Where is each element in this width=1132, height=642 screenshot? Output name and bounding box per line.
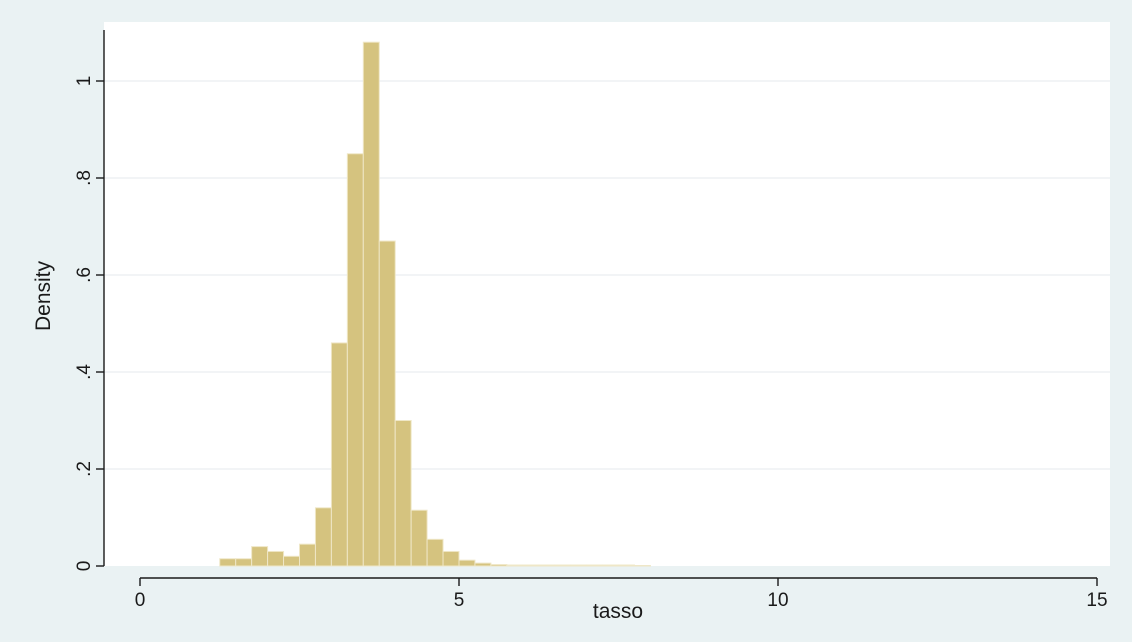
histogram-bar (410, 509, 428, 567)
x-tick-label: 15 (1086, 590, 1107, 611)
histogram-bar (522, 564, 540, 567)
histogram-bar (267, 550, 285, 567)
histogram-bar (490, 564, 508, 567)
histogram-bar (458, 559, 476, 567)
y-tick-label: .6 (74, 267, 95, 283)
histogram-bar (570, 564, 588, 567)
histogram-bar (394, 420, 412, 567)
y-tick-label: .2 (74, 461, 95, 477)
histogram-bar (346, 153, 364, 567)
histogram-bar (426, 538, 444, 567)
histogram-bar (362, 41, 380, 567)
histogram-bar (219, 558, 237, 567)
histogram-bar (330, 342, 348, 567)
axes (96, 30, 1098, 586)
histogram-bar (538, 564, 556, 567)
histogram-bar (283, 555, 300, 567)
y-tick-label: .8 (74, 170, 95, 186)
histogram-bar (586, 564, 604, 567)
histogram-bar (442, 550, 460, 567)
y-tick-label: 1 (74, 76, 95, 87)
plot-area (104, 22, 1110, 566)
histogram-bar (314, 507, 332, 567)
x-tick-label: 10 (767, 590, 788, 611)
y-tick-label: 0 (74, 561, 95, 572)
x-tick-label: 0 (135, 590, 146, 611)
histogram-bar (618, 564, 635, 567)
histogram-bars (219, 41, 651, 567)
histogram-bar (299, 543, 316, 567)
histogram-bar (554, 564, 572, 567)
histogram-bar (251, 546, 269, 567)
x-axis-title: tasso (593, 600, 643, 623)
y-axis-title: Density (32, 260, 55, 331)
gridlines (104, 80, 1110, 470)
y-tick-label: .4 (74, 364, 95, 380)
histogram-bar (602, 564, 619, 567)
histogram-bar (378, 240, 396, 567)
histogram-bar (506, 564, 524, 567)
x-tick-label: 5 (454, 590, 465, 611)
tick-labels: 0.2.4.6.810 5 10 15 (74, 76, 1108, 611)
histogram-bar (235, 558, 253, 567)
histogram-bar (474, 562, 492, 567)
